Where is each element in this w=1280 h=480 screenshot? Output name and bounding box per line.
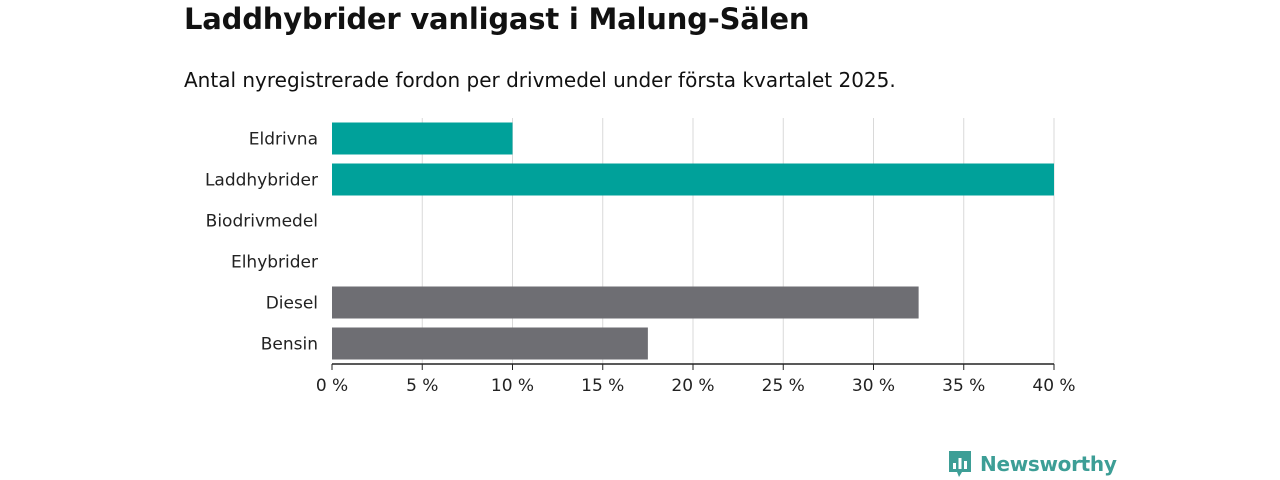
newsworthy-logo: Newsworthy: [948, 450, 1117, 478]
chart-title: Laddhybrider vanligast i Malung-Sälen: [184, 2, 810, 36]
category-label: Bensin: [261, 335, 318, 355]
x-tick-label: 25 %: [762, 376, 805, 396]
x-tick-label: 5 %: [406, 376, 438, 396]
category-label: Eldrivna: [249, 130, 318, 150]
brand-name: Newsworthy: [980, 452, 1117, 476]
x-axis: 0 % 5 % 10 % 15 % 20 % 25 % 30 % 35 % 40 %: [316, 363, 1076, 396]
category-label: Elhybrider: [231, 253, 318, 273]
newsworthy-logo-icon: [949, 451, 971, 477]
category-label: Biodrivmedel: [206, 212, 318, 232]
x-tick-label: 20 %: [671, 376, 714, 396]
x-tick-label: 35 %: [942, 376, 985, 396]
bar-bensin: [332, 327, 648, 360]
category-label: Laddhybrider: [205, 171, 318, 191]
x-tick-label: 15 %: [581, 376, 624, 396]
category-labels: Eldrivna Laddhybrider Biodrivmedel Elhybrid…: [205, 130, 318, 355]
bar-chart: Eldrivna Laddhybrider Biodrivmedel Elhybrid…: [205, 118, 1076, 396]
bar-diesel: [332, 286, 919, 319]
bars: [332, 122, 1054, 360]
x-tick-label: 0 %: [316, 376, 348, 396]
bar-laddhybrider: [332, 163, 1054, 196]
x-tick-label: 40 %: [1032, 376, 1075, 396]
x-tick-label: 30 %: [852, 376, 895, 396]
category-label: Diesel: [266, 294, 318, 314]
chart-subtitle: Antal nyregistrerade fordon per drivmede…: [184, 68, 896, 92]
bar-eldrivna: [332, 122, 513, 155]
x-tick-label: 10 %: [491, 376, 534, 396]
grid-lines: [421, 118, 1055, 364]
